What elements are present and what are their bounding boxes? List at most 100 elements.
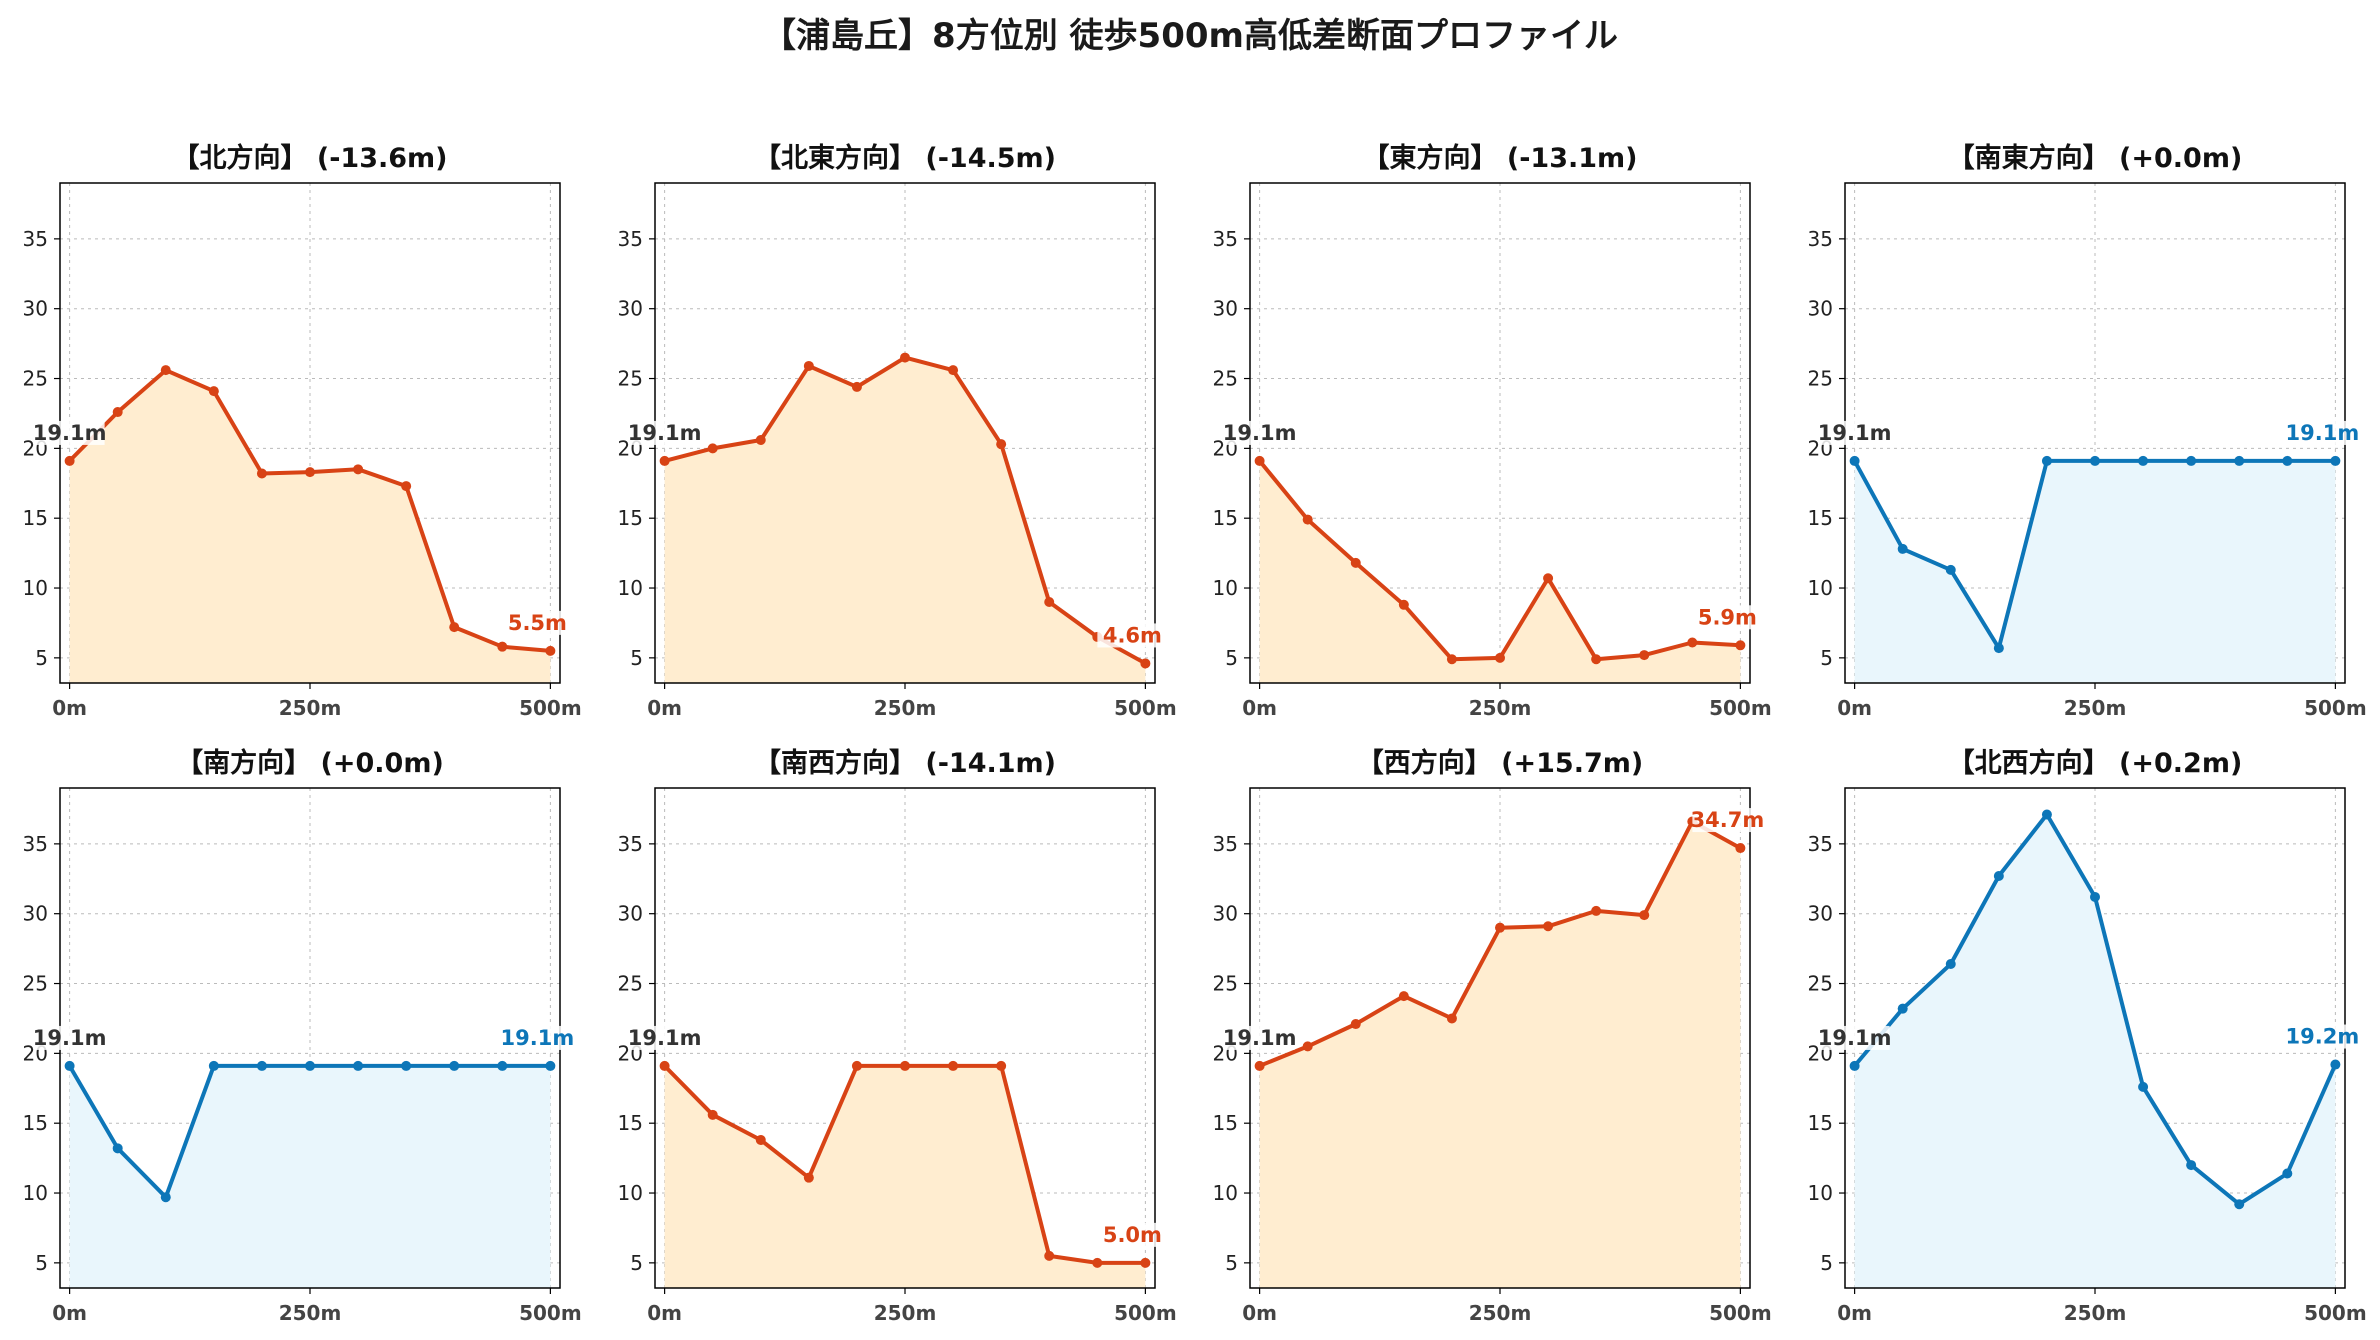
- y-tick-label: 25: [618, 367, 643, 391]
- y-tick-label: 5: [630, 1251, 643, 1275]
- y-tick-label: 5: [1225, 1251, 1238, 1275]
- data-point: [707, 443, 718, 454]
- end-label-bg: [1692, 605, 1763, 630]
- x-tick-label: 0m: [1837, 1301, 1872, 1325]
- x-tick-label: 500m: [1114, 1301, 1177, 1325]
- x-tick-label: 500m: [2304, 1301, 2367, 1325]
- data-point: [112, 1143, 123, 1154]
- end-label-bg: [502, 610, 573, 635]
- start-label-bg: [1224, 420, 1295, 445]
- y-tick-label: 25: [618, 972, 643, 996]
- data-point: [1302, 514, 1313, 525]
- data-point: [803, 1172, 814, 1183]
- x-tick-label: 0m: [647, 1301, 682, 1325]
- start-value-label: 19.1m: [33, 421, 107, 445]
- data-point: [1993, 870, 2004, 881]
- data-point: [1140, 658, 1151, 669]
- data-point: [1945, 564, 1956, 575]
- end-label-bg: [1692, 808, 1763, 833]
- data-point: [1735, 640, 1746, 651]
- end-value-label: 4.6m: [1103, 623, 1162, 647]
- y-tick-label: 15: [618, 506, 643, 530]
- y-tick-label: 35: [618, 832, 643, 856]
- data-point: [64, 455, 75, 466]
- y-tick-label: 35: [1808, 832, 1833, 856]
- start-value-label: 19.1m: [1818, 1026, 1892, 1050]
- y-tick-label: 35: [23, 832, 48, 856]
- data-point: [851, 381, 862, 392]
- data-point: [1350, 1019, 1361, 1030]
- y-tick-label: 15: [23, 506, 48, 530]
- y-tick-label: 10: [618, 1181, 643, 1205]
- data-point: [803, 360, 814, 371]
- panel-title: 【南方向】 (+0.0m): [176, 747, 444, 779]
- data-point: [2041, 455, 2052, 466]
- data-point: [353, 1060, 364, 1071]
- y-tick-label: 5: [35, 1251, 48, 1275]
- data-point: [1140, 1257, 1151, 1268]
- end-value-label: 19.1m: [501, 1026, 575, 1050]
- end-value-label: 5.5m: [508, 611, 567, 635]
- data-point: [2330, 455, 2341, 466]
- y-tick-label: 35: [1808, 227, 1833, 251]
- data-point: [2186, 1160, 2197, 1171]
- data-point: [401, 481, 412, 492]
- x-tick-label: 250m: [1469, 696, 1532, 720]
- end-value-label: 19.2m: [2286, 1025, 2360, 1049]
- x-tick-label: 500m: [519, 1301, 582, 1325]
- start-label-bg: [1819, 1025, 1890, 1050]
- data-point: [1849, 455, 1860, 466]
- y-tick-label: 5: [35, 646, 48, 670]
- data-point: [2330, 1059, 2341, 1070]
- data-point: [1897, 1003, 1908, 1014]
- data-point: [1044, 1250, 1055, 1261]
- area-fill: [1259, 821, 1741, 1288]
- x-tick-label: 250m: [874, 696, 937, 720]
- data-point: [1591, 905, 1602, 916]
- data-point: [1398, 599, 1409, 610]
- data-point: [996, 439, 1007, 450]
- data-point: [1993, 643, 2004, 654]
- y-tick-label: 25: [1808, 367, 1833, 391]
- y-tick-label: 10: [1213, 576, 1238, 600]
- panel-title: 【北西方向】 (+0.2m): [1948, 747, 2243, 779]
- end-value-label: 5.0m: [1103, 1223, 1162, 1247]
- data-point: [401, 1060, 412, 1071]
- x-tick-label: 250m: [279, 1301, 342, 1325]
- y-tick-label: 5: [1820, 1251, 1833, 1275]
- y-tick-label: 35: [23, 227, 48, 251]
- x-tick-label: 500m: [1114, 696, 1177, 720]
- start-label-bg: [629, 420, 700, 445]
- data-point: [112, 407, 123, 418]
- y-tick-label: 30: [618, 297, 643, 321]
- y-tick-label: 30: [23, 902, 48, 926]
- x-tick-label: 0m: [1242, 696, 1277, 720]
- data-point: [1350, 557, 1361, 568]
- data-point: [545, 1060, 556, 1071]
- data-point: [305, 467, 315, 478]
- data-point: [256, 1060, 267, 1071]
- start-label-bg: [1819, 420, 1890, 445]
- x-tick-label: 0m: [1837, 696, 1872, 720]
- data-point: [900, 352, 910, 363]
- area-fill: [1259, 460, 1741, 683]
- data-point: [1591, 654, 1602, 665]
- data-point: [851, 1060, 862, 1071]
- data-point: [2138, 455, 2149, 466]
- data-point: [948, 365, 959, 376]
- data-point: [2090, 455, 2100, 466]
- data-point: [900, 1060, 910, 1071]
- y-tick-label: 5: [1820, 646, 1833, 670]
- y-tick-label: 30: [23, 297, 48, 321]
- data-point: [160, 365, 171, 376]
- data-point: [2090, 891, 2100, 902]
- data-point: [1495, 652, 1505, 663]
- y-tick-label: 10: [23, 576, 48, 600]
- data-point: [1254, 1060, 1265, 1071]
- data-point: [305, 1060, 315, 1071]
- data-point: [2282, 1168, 2293, 1179]
